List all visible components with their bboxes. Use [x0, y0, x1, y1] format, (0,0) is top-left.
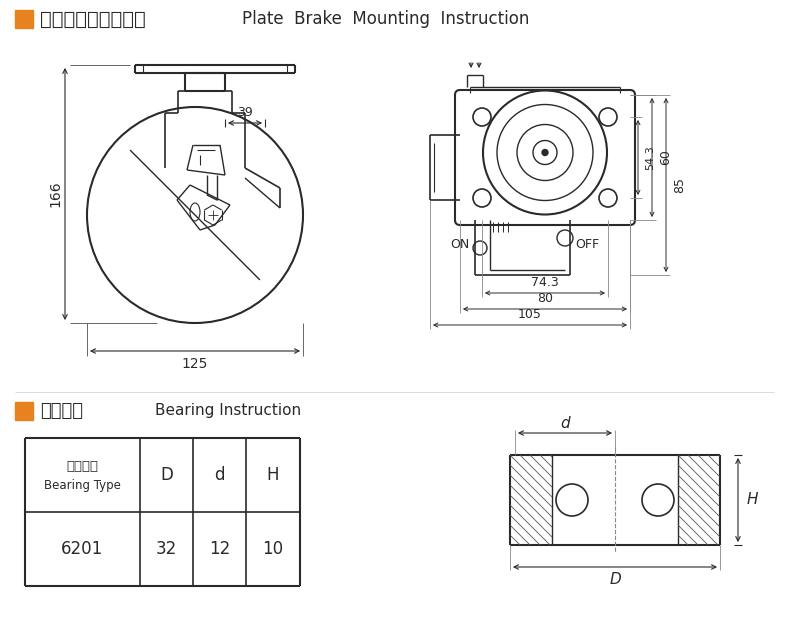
- Text: 74.3: 74.3: [531, 277, 559, 290]
- Text: 105: 105: [518, 309, 542, 321]
- Bar: [15, 10, 33, 28]
- Text: 轴承说明: 轴承说明: [40, 402, 83, 420]
- Text: 32: 32: [156, 540, 177, 558]
- Text: 80: 80: [537, 292, 553, 306]
- Text: 平顶刹车安装尺寸图: 平顶刹车安装尺寸图: [40, 9, 146, 28]
- Text: 85: 85: [673, 177, 686, 193]
- Bar: [15, 402, 33, 420]
- Text: Bearing Type: Bearing Type: [44, 479, 121, 491]
- Text: Plate  Brake  Mounting  Instruction: Plate Brake Mounting Instruction: [242, 10, 529, 28]
- Text: D: D: [609, 571, 621, 587]
- Text: 6201: 6201: [62, 540, 103, 558]
- Text: 166: 166: [48, 181, 62, 207]
- Text: 12: 12: [209, 540, 230, 558]
- Text: 10: 10: [263, 540, 283, 558]
- Text: OFF: OFF: [575, 239, 599, 251]
- Text: D: D: [160, 466, 173, 484]
- Circle shape: [542, 149, 548, 156]
- Text: d: d: [215, 466, 225, 484]
- Text: 125: 125: [181, 357, 208, 371]
- Text: Bearing Instruction: Bearing Instruction: [155, 403, 301, 418]
- Text: 54.3: 54.3: [645, 145, 655, 170]
- Text: d: d: [560, 416, 570, 430]
- Text: 39: 39: [237, 106, 253, 120]
- Text: 轴承型号: 轴承型号: [66, 461, 99, 474]
- Text: 60: 60: [659, 149, 672, 166]
- Text: H: H: [746, 493, 757, 508]
- Text: ON: ON: [451, 239, 470, 251]
- Text: H: H: [267, 466, 279, 484]
